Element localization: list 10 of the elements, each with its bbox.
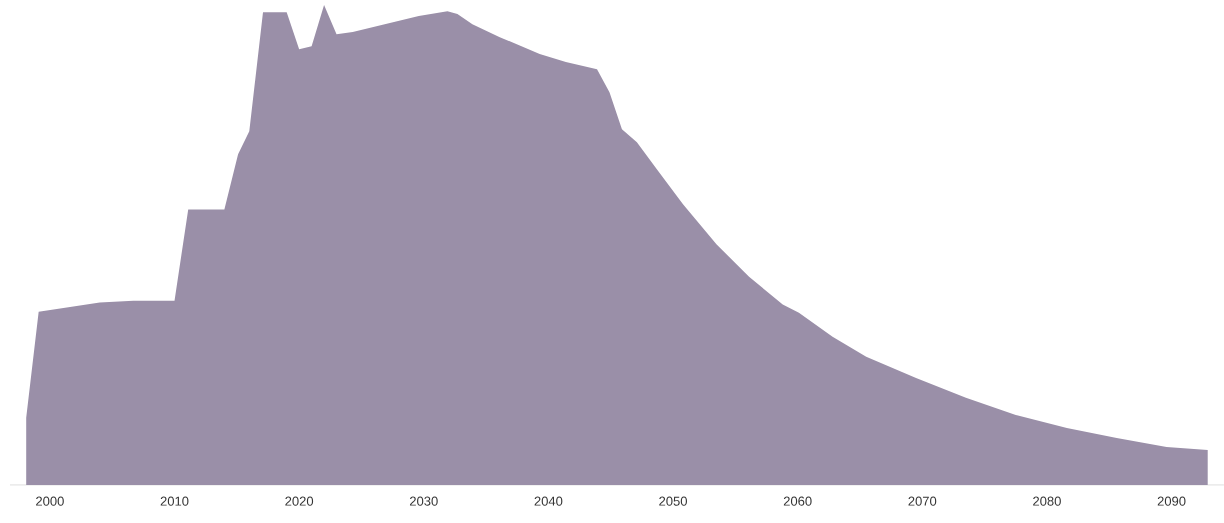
x-tick-label: 2000 [36, 496, 64, 506]
x-tick-label: 2020 [285, 496, 314, 506]
x-tick-label: 2070 [908, 496, 937, 506]
x-tick-label: 2080 [1033, 496, 1061, 506]
x-tick-label: 2040 [534, 496, 563, 506]
x-tick-label: 2060 [783, 496, 812, 506]
x-tick-label: 2010 [160, 496, 189, 506]
x-tick-label: 2090 [1157, 496, 1186, 506]
x-tick-label: 2030 [409, 496, 438, 506]
x-tick-label: 2050 [659, 496, 687, 506]
